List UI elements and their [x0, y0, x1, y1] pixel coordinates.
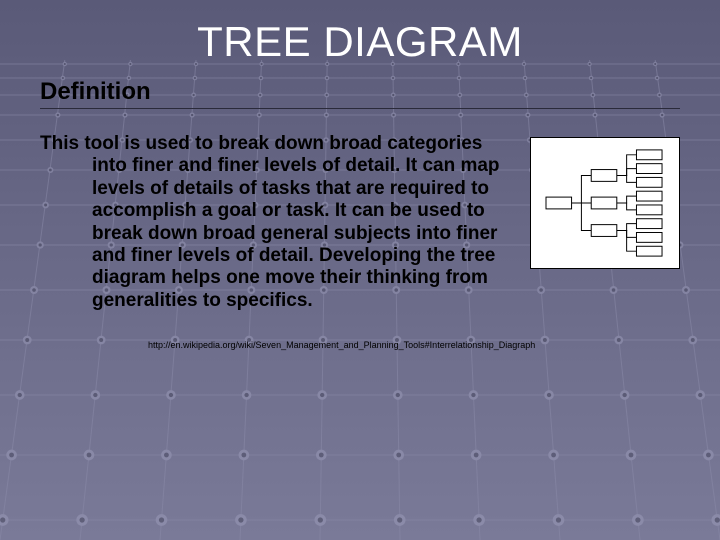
body-paragraph: This tool is used to break down broad ca… — [92, 133, 514, 312]
citation-url: http://en.wikipedia.org/wiki/Seven_Manag… — [148, 340, 680, 350]
slide-subtitle: Definition — [40, 78, 680, 109]
tree-diagram-thumbnail — [530, 137, 680, 269]
tree-diagram-svg — [537, 144, 673, 262]
body-row: This tool is used to break down broad ca… — [40, 133, 680, 312]
slide-title: TREE DIAGRAM — [40, 18, 680, 66]
slide-content: TREE DIAGRAM Definition This tool is use… — [0, 0, 720, 540]
